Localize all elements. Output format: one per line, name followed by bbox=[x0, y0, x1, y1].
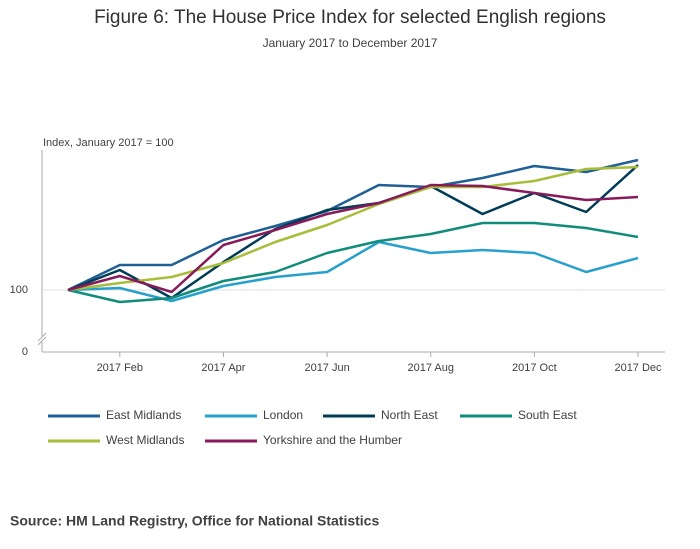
source: Source: HM Land Registry, Office for Nat… bbox=[10, 513, 379, 529]
x-tick-label: 2017 Aug bbox=[407, 362, 454, 374]
legend-label: South East bbox=[518, 408, 577, 422]
legend-label: West Midlands bbox=[106, 433, 184, 447]
series-line bbox=[67, 164, 639, 300]
chart-subtitle: January 2017 to December 2017 bbox=[263, 36, 438, 50]
y-axis-label: Index, January 2017 = 100 bbox=[43, 137, 174, 149]
legend-label: North East bbox=[381, 408, 438, 422]
x-tick-label: 2017 Dec bbox=[614, 362, 662, 374]
series-line bbox=[67, 165, 639, 292]
series-line bbox=[67, 221, 639, 304]
legend-label: London bbox=[263, 408, 303, 422]
y-tick-label: 0 bbox=[22, 346, 28, 358]
series-line bbox=[67, 183, 639, 294]
legend-label: East Midlands bbox=[106, 408, 181, 422]
x-tick-label: 2017 Oct bbox=[512, 362, 557, 374]
series-line bbox=[67, 158, 639, 292]
chart-title: Figure 6: The House Price Index for sele… bbox=[94, 7, 606, 28]
legend-label: Yorkshire and the Humber bbox=[263, 433, 402, 447]
axis-break bbox=[37, 336, 47, 346]
x-tick-label: 2017 Jun bbox=[304, 362, 349, 374]
x-tick-label: 2017 Apr bbox=[201, 362, 245, 374]
axis-break bbox=[37, 332, 47, 342]
y-tick-label: 100 bbox=[10, 284, 28, 296]
series-line bbox=[67, 240, 639, 303]
x-tick-label: 2017 Feb bbox=[97, 362, 143, 374]
